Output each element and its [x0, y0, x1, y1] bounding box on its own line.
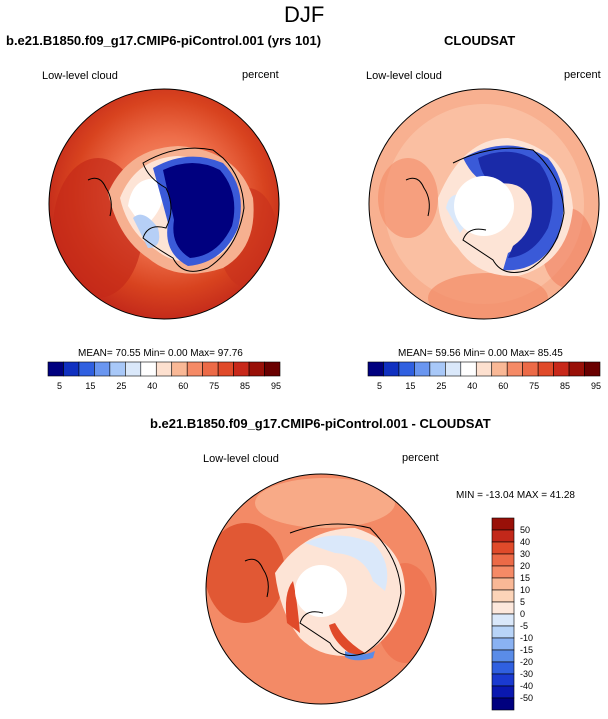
panel-2-colorbar-swatch	[553, 361, 570, 377]
panel-2-colorbar-tick-label: 40	[467, 381, 477, 391]
panel-2-stats: MEAN= 59.56 Min= 0.00 Max= 85.45	[398, 348, 563, 359]
panel-3-colorbar-swatch	[491, 529, 515, 543]
panel-3-map	[205, 473, 437, 705]
panel-2-colorbar-swatch	[475, 361, 493, 377]
panel-1-colorbar-swatch	[155, 361, 173, 377]
panel-1-colorbar-swatch	[171, 361, 188, 377]
panel-3-colorbar-swatch	[491, 697, 515, 711]
panel-3-colorbar-swatch	[491, 625, 515, 639]
panel-3-colorbar-tick-label: -50	[520, 693, 533, 703]
panel-2-colorbar-swatch	[522, 361, 539, 377]
panel-2-colorbar-tick-label: 25	[436, 381, 446, 391]
panel-3-colorbar-tick-label: -20	[520, 657, 533, 667]
panel-2-colorbar-swatch	[491, 361, 508, 377]
panel-1-colorbar-swatch	[125, 361, 142, 377]
panel-1-colorbar-tick-label: 25	[116, 381, 126, 391]
panel-1-colorbar-tick-label: 85	[240, 381, 250, 391]
panel-3-colorbar-tick-label: 30	[520, 549, 530, 559]
panel-3-colorbar-swatch	[491, 661, 515, 675]
panel-1-colorbar-swatch	[186, 361, 203, 377]
panel-1-colorbar-tick-label: 75	[209, 381, 219, 391]
panel-1-colorbar-tick-label: 60	[178, 381, 188, 391]
panel-1-colorbar-swatch	[140, 361, 157, 377]
panel-2-map	[368, 88, 600, 320]
panel-1-right-label: percent	[242, 69, 279, 81]
panel-2-colorbar-swatch	[568, 361, 585, 377]
panel-3-colorbar-swatch	[491, 637, 515, 651]
panel-3-colorbar-swatch	[491, 601, 515, 615]
panel-2-colorbar-swatch	[414, 361, 431, 377]
page-title: DJF	[284, 2, 325, 27]
panel-3-left-label: Low-level cloud	[203, 453, 279, 465]
panel-3-colorbar-swatch	[491, 685, 515, 699]
panel-3-colorbar-tick-label: 5	[520, 597, 525, 607]
panel-3-colorbar-swatch	[491, 613, 515, 627]
panel-1-colorbar-tick-label: 15	[85, 381, 95, 391]
panel-3-colorbar-swatch	[491, 649, 515, 663]
panel-1-colorbar-swatch	[233, 361, 250, 377]
panel-2-colorbar: 5 15 25 40 60 75 85 95	[367, 361, 601, 391]
panel-1-colorbar-tick-label: 95	[271, 381, 281, 391]
panel-1-left-label: Low-level cloud	[42, 70, 118, 82]
panel-2-colorbar-swatch	[584, 361, 601, 377]
panel-2-colorbar-swatch	[367, 361, 384, 377]
panel-2-colorbar-swatch	[383, 361, 400, 377]
panel-1-colorbar-swatch	[47, 361, 64, 377]
panel-2-colorbar-tick-label: 5	[377, 381, 382, 391]
panel-1-colorbar: 5 15 25 40 60 75 85 95	[47, 361, 281, 391]
panel-3-colorbar-swatch	[491, 517, 515, 531]
panel-3-colorbar-tick-label: 0	[520, 609, 525, 619]
panel-2-left-label: Low-level cloud	[366, 70, 442, 82]
panel-3-colorbar-tick-label: 40	[520, 537, 530, 547]
panel-2-colorbar-tick-label: 85	[560, 381, 570, 391]
panel-2-colorbar-swatch	[537, 361, 554, 377]
panel-1-title: b.e21.B1850.f09_g17.CMIP6-piControl.001 …	[6, 33, 322, 48]
panel-2-colorbar-swatch	[429, 361, 446, 377]
panel-3-colorbar-tick-label: -30	[520, 669, 533, 679]
panel-3-colorbar-tick-label: -15	[520, 645, 533, 655]
panel-3-colorbar-swatch	[491, 553, 515, 567]
panel-1-colorbar-swatch	[63, 361, 80, 377]
panel-3-colorbar-tick-label: 50	[520, 525, 530, 535]
panel-1-colorbar-swatch	[264, 361, 281, 377]
panel-1-colorbar-swatch	[202, 361, 219, 377]
panel-3-colorbar-tick-label: -10	[520, 633, 533, 643]
panel-2-colorbar-tick-label: 75	[529, 381, 539, 391]
panel-1-colorbar-swatch	[248, 361, 265, 377]
panel-3-colorbar-swatch	[491, 589, 515, 603]
panel-3-colorbar-swatch	[491, 541, 515, 555]
panel-3-colorbar-swatch	[491, 565, 515, 579]
panel-3-stats: MIN = -13.04 MAX = 41.28	[456, 490, 575, 501]
panel-1-colorbar-swatch	[78, 361, 95, 377]
panel-3-colorbar-tick-label: 10	[520, 585, 530, 595]
panel-2-right-label: percent	[564, 69, 601, 81]
panel-1-colorbar-tick-label: 40	[147, 381, 157, 391]
panel-1-colorbar-tick-label: 5	[57, 381, 62, 391]
panel-2-colorbar-swatch	[460, 361, 477, 377]
panel-3-colorbar-swatch	[491, 673, 515, 687]
panel-1-map	[48, 88, 280, 320]
panel-3-colorbar-tick-label: 20	[520, 561, 530, 571]
panel-1-colorbar-swatch	[109, 361, 126, 377]
panel-3-colorbar-tick-label: -5	[520, 621, 528, 631]
panel-3-right-label: percent	[402, 452, 439, 464]
panel-2-colorbar-tick-label: 95	[591, 381, 601, 391]
panel-3-colorbar-swatch	[491, 577, 515, 591]
panel-1-colorbar-swatch	[217, 361, 234, 377]
panel-2-title: CLOUDSAT	[444, 33, 516, 48]
panel-3-title: b.e21.B1850.f09_g17.CMIP6-piControl.001 …	[150, 416, 491, 431]
panel-2-colorbar-tick-label: 60	[498, 381, 508, 391]
panel-2-colorbar-swatch	[398, 361, 415, 377]
panel-3-colorbar-tick-label: -40	[520, 681, 533, 691]
panel-2-colorbar-swatch	[506, 361, 523, 377]
panel-3-colorbar-tick-label: 15	[520, 573, 530, 583]
panel-1-colorbar-swatch	[94, 361, 111, 377]
panel-2-colorbar-swatch	[445, 361, 462, 377]
panel-2-colorbar-tick-label: 15	[405, 381, 415, 391]
panel-1-stats: MEAN= 70.55 Min= 0.00 Max= 97.76	[78, 348, 243, 359]
